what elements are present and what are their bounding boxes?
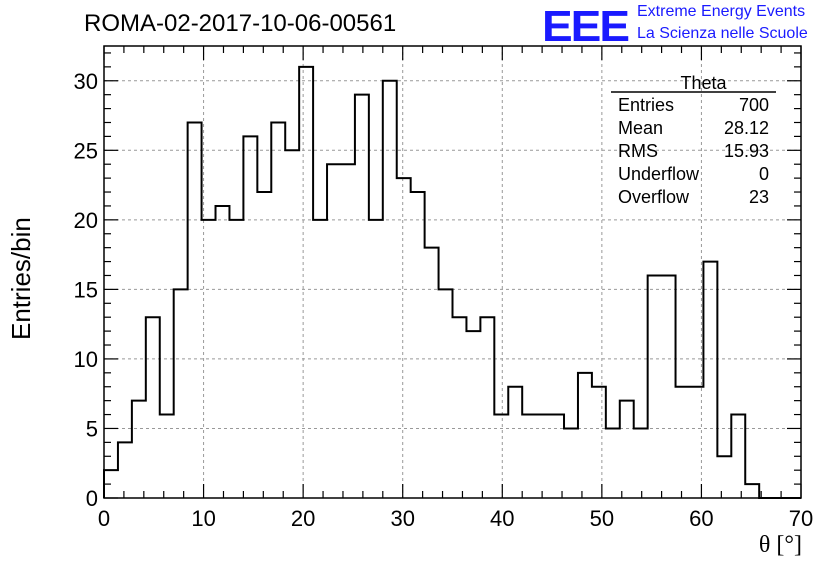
x-tick-label: 10 bbox=[191, 506, 215, 531]
x-axis-label: θ [°] bbox=[758, 532, 802, 558]
plot-frame bbox=[103, 45, 802, 499]
stats-label: Overflow bbox=[618, 187, 690, 207]
stats-label: RMS bbox=[618, 141, 658, 161]
y-tick-label: 0 bbox=[86, 486, 98, 511]
y-tick-label: 30 bbox=[74, 69, 98, 94]
stats-label: Underflow bbox=[618, 164, 700, 184]
grid-lines bbox=[104, 46, 801, 498]
x-tick-label: 60 bbox=[689, 506, 713, 531]
stats-box: Theta Entries 700 Mean 28.12 RMS 15.93 Underflo… bbox=[611, 73, 776, 207]
stats-value: 0 bbox=[759, 164, 769, 184]
y-tick-label: 25 bbox=[74, 138, 98, 163]
stats-value: 15.93 bbox=[724, 141, 769, 161]
stats-label: Mean bbox=[618, 118, 663, 138]
axis-ticks bbox=[103, 46, 802, 499]
histogram-line bbox=[103, 65, 801, 499]
y-axis-label: Entries/bin bbox=[6, 217, 36, 340]
stats-value: 23 bbox=[749, 187, 769, 207]
stats-value: 700 bbox=[739, 95, 769, 115]
y-tick-label: 15 bbox=[74, 277, 98, 302]
y-tick-label: 5 bbox=[86, 416, 98, 441]
y-tick-label: 10 bbox=[74, 347, 98, 372]
y-tick-label: 20 bbox=[74, 208, 98, 233]
x-tick-label: 0 bbox=[98, 506, 110, 531]
stats-label: Entries bbox=[618, 95, 674, 115]
x-tick-label: 70 bbox=[789, 506, 813, 531]
chart-title: ROMA-02-2017-10-06-00561 bbox=[84, 10, 397, 37]
logo-line-2: La Scienza nelle Scuole bbox=[637, 25, 808, 42]
x-tick-label: 40 bbox=[490, 506, 514, 531]
x-tick-label: 50 bbox=[590, 506, 614, 531]
x-tick-label: 30 bbox=[390, 506, 414, 531]
logo-line-1: Extreme Energy Events bbox=[637, 3, 806, 20]
eee-logo: EEE bbox=[542, 0, 630, 51]
x-tick-label: 20 bbox=[291, 506, 315, 531]
stats-value: 28.12 bbox=[724, 118, 769, 138]
stats-title: Theta bbox=[680, 73, 727, 93]
